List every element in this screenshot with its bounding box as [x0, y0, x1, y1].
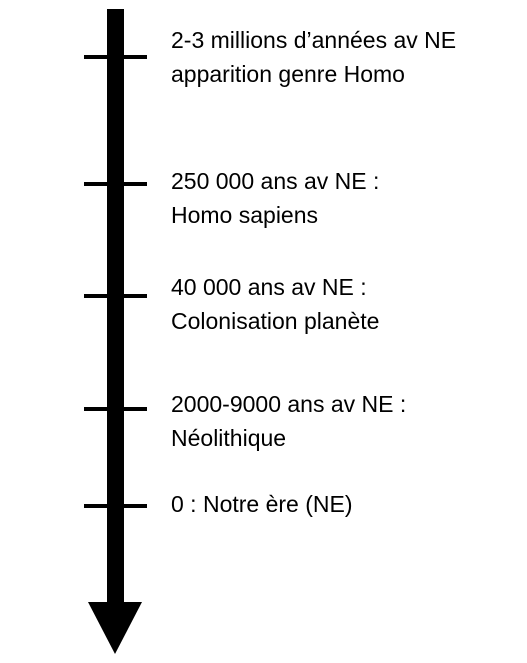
timeline-tick-3 [84, 294, 147, 298]
timeline-tick-4 [84, 407, 147, 411]
timeline-tick-2 [84, 182, 147, 186]
event-label-line: Colonisation planète [171, 308, 380, 334]
event-label-line: 0 : Notre ère (NE) [171, 491, 353, 517]
event-label-neolithique: 2000-9000 ans av NE : Néolithique [171, 387, 406, 455]
event-label-line: 2-3 millions d’années av NE [171, 27, 457, 53]
event-label-line: 40 000 ans av NE : [171, 274, 367, 300]
timeline-axis [107, 9, 124, 609]
event-label-line: apparition genre Homo [171, 61, 405, 87]
event-label-colonisation: 40 000 ans av NE : Colonisation planète [171, 270, 379, 338]
event-label-notre-ere: 0 : Notre ère (NE) [171, 487, 353, 521]
event-label-homo-genus: 2-3 millions d’années av NE apparition g… [171, 23, 456, 91]
timeline-tick-1 [84, 55, 147, 59]
event-label-line: Néolithique [171, 425, 287, 451]
event-label-homo-sapiens: 250 000 ans av NE : Homo sapiens [171, 164, 379, 232]
event-label-line: Homo sapiens [171, 202, 319, 228]
event-label-line: 250 000 ans av NE : [171, 168, 380, 194]
arrow-down-icon [88, 602, 142, 654]
timeline-tick-5 [84, 504, 147, 508]
event-label-line: 2000-9000 ans av NE : [171, 391, 407, 417]
